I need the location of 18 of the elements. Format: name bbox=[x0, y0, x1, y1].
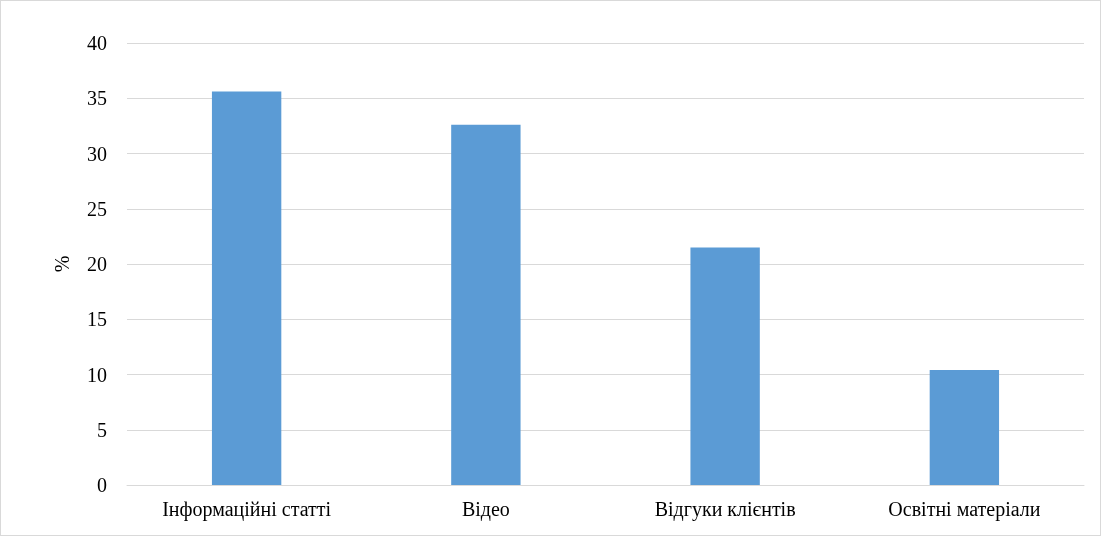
y-tick-label: 0 bbox=[97, 474, 107, 496]
y-tick-label: 20 bbox=[87, 253, 107, 275]
x-tick-label: Відгуки клієнтів bbox=[654, 498, 796, 521]
x-tick-label: Освітні матеріали bbox=[888, 498, 1041, 521]
x-tick-label: Інформаційні статті bbox=[162, 498, 332, 521]
y-tick-label: 40 bbox=[87, 32, 107, 54]
y-tick-label: 15 bbox=[87, 308, 107, 331]
bar bbox=[451, 124, 521, 485]
x-tick-label: Відео bbox=[461, 498, 510, 521]
y-tick-label: 30 bbox=[87, 142, 107, 165]
y-tick-label: 35 bbox=[87, 87, 107, 110]
bar bbox=[211, 91, 282, 485]
y-axis-title: % bbox=[51, 255, 73, 273]
bar bbox=[929, 370, 1000, 485]
y-tick-label: 5 bbox=[97, 418, 107, 441]
bar bbox=[690, 247, 760, 485]
y-tick-label: 25 bbox=[87, 197, 107, 220]
y-tick-label: 10 bbox=[87, 363, 107, 386]
